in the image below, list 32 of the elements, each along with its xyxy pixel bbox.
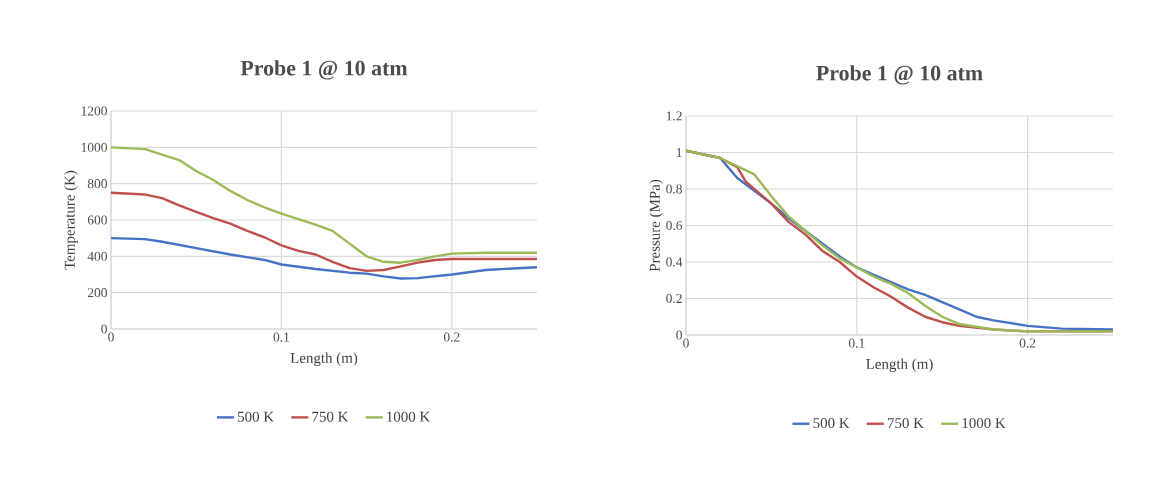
y-tick-label: 200 (87, 288, 107, 298)
y-tick-label: 1 (676, 148, 682, 157)
x-tick-label: 0 (108, 332, 114, 342)
chart-title: Probe 1 @ 10 atm (240, 60, 408, 80)
y-tick-label: 400 (87, 251, 107, 261)
x-tick-label: 0.2 (1019, 338, 1036, 348)
y-tick-label: 1000 (81, 142, 107, 152)
y-axis-title: Temperature (K) (64, 170, 78, 270)
y-tick-label: 0.4 (666, 257, 683, 267)
x-axis-title: Length (m) (290, 352, 358, 367)
legend-label: 750 K (887, 418, 924, 429)
legend-label: 500 K (238, 411, 274, 422)
y-tick-label: 1200 (81, 106, 107, 116)
y-tick-label: 0.2 (666, 293, 682, 304)
y-tick-label: 1.2 (666, 111, 682, 121)
x-tick-label: 0.1 (848, 338, 865, 348)
chart-title: Probe 1 @ 10 atm (816, 65, 983, 85)
y-axis-title: Pressure (MPa) (649, 179, 663, 272)
x-axis-title: Length (m) (866, 358, 933, 373)
y-tick-label: 800 (87, 179, 107, 189)
line-series (111, 191, 538, 273)
x-tick-label: 0.1 (273, 332, 290, 342)
y-tick-label: 0.6 (666, 220, 683, 231)
x-tick-label: 0.2 (443, 332, 460, 342)
legend-label: 1000 K (387, 411, 431, 422)
y-tick-label: 0 (101, 324, 107, 334)
y-tick-label: 0.8 (666, 184, 682, 194)
y-tick-label: 600 (87, 215, 107, 225)
legend-label: 500 K (813, 418, 850, 429)
line-series (111, 146, 538, 264)
legend-label: 1000 K (962, 418, 1006, 429)
legend-label: 750 K (312, 411, 349, 422)
